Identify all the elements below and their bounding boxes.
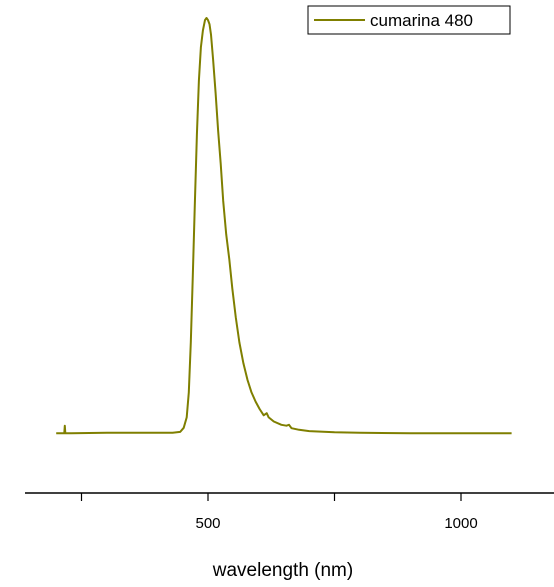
series-line-cumarina-480 [56,17,512,435]
x-tick-label-500: 500 [195,515,220,532]
x-axis-title: wavelength (nm) [212,560,353,581]
x-ticks: 500 1000 [80,493,478,532]
x-tick-label-1000: 1000 [444,515,477,532]
plot-area [56,17,512,435]
legend-label-cumarina-480: cumarina 480 [370,11,473,30]
legend: cumarina 480 [307,5,511,35]
x-axis: 500 1000 wavelength (nm) [25,492,554,581]
